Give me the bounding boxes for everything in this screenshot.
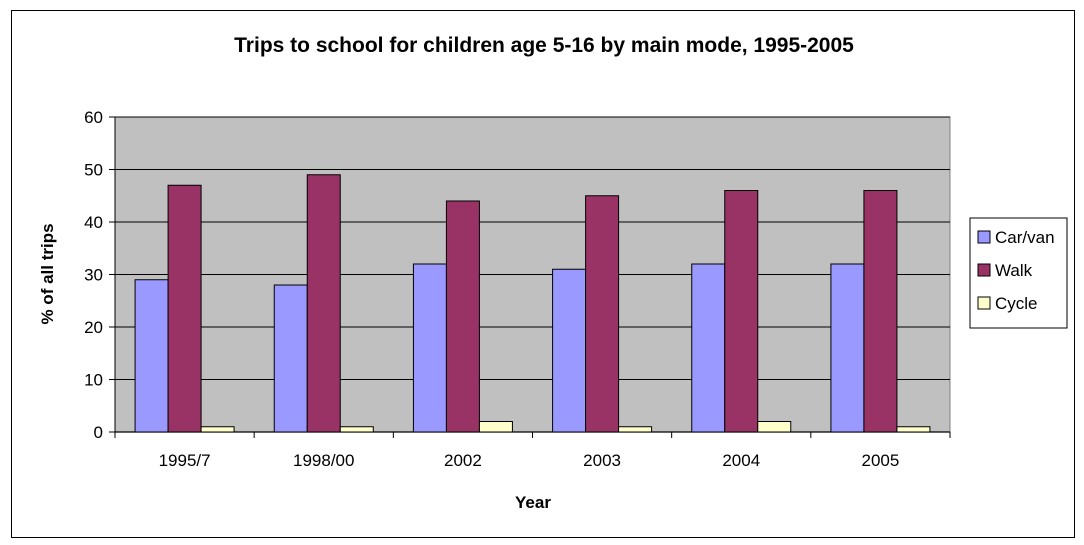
bar-walk [445, 200, 480, 433]
legend-swatch [977, 263, 991, 277]
bar-car-van [412, 263, 447, 433]
x-axis-title: Year [515, 493, 551, 512]
y-axis-ticks: 0 10 20 30 40 50 60 [84, 108, 115, 442]
bar-car-van [552, 268, 587, 433]
bar-car-van [830, 263, 865, 433]
x-tick-label: 1995/7 [159, 451, 211, 470]
legend-swatch [977, 296, 991, 310]
y-axis-title: % of all trips [38, 223, 57, 324]
y-tick-label: 20 [84, 318, 103, 337]
bar-walk [306, 174, 341, 433]
bar-walk [167, 184, 202, 433]
legend-swatch [977, 230, 991, 244]
bar-walk [585, 195, 620, 433]
legend-label: Car/van [995, 228, 1055, 247]
x-tick-label: 2003 [583, 451, 621, 470]
bar-cycle [339, 426, 374, 433]
bars [134, 174, 931, 433]
plot-area [114, 116, 951, 433]
x-tick-label: 1998/00 [293, 451, 354, 470]
y-tick-label: 30 [84, 266, 103, 285]
y-tick-label: 50 [84, 161, 103, 180]
x-tick-label: 2002 [444, 451, 482, 470]
bar-cycle [896, 426, 931, 433]
bar-walk [863, 190, 898, 433]
bar-cycle [200, 426, 235, 433]
y-tick-label: 10 [84, 371, 103, 390]
y-tick-label: 40 [84, 213, 103, 232]
x-tick-label: 2005 [862, 451, 900, 470]
bar-cycle [757, 421, 792, 433]
bar-car-van [691, 263, 726, 433]
bar-car-van [134, 279, 169, 433]
bar-cycle [618, 426, 653, 433]
bar-cycle [478, 421, 513, 433]
y-tick-label: 0 [94, 423, 103, 442]
legend-label: Walk [995, 261, 1033, 280]
legend: Car/van Walk Cycle [969, 217, 1068, 329]
chart-title: Trips to school for children age 5-16 by… [234, 34, 854, 57]
bar-walk [724, 190, 759, 433]
bar-car-van [273, 284, 308, 433]
y-tick-label: 60 [84, 108, 103, 127]
x-axis-ticks: 1995/7 1998/00 2002 2003 2004 2005 [114, 432, 951, 470]
legend-label: Cycle [995, 294, 1038, 313]
x-tick-label: 2004 [722, 451, 760, 470]
